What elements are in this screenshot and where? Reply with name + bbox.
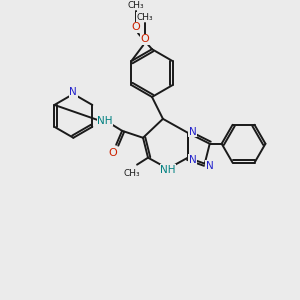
Text: NH: NH bbox=[98, 116, 113, 126]
Text: N: N bbox=[189, 155, 197, 165]
Text: O: O bbox=[141, 34, 150, 44]
Text: CH₃: CH₃ bbox=[137, 13, 154, 22]
Text: N: N bbox=[206, 160, 214, 171]
Text: CH₃: CH₃ bbox=[124, 169, 140, 178]
Text: N: N bbox=[70, 87, 77, 97]
Text: O: O bbox=[109, 148, 118, 158]
Text: O: O bbox=[132, 22, 140, 32]
Text: N: N bbox=[189, 127, 197, 137]
Text: NH: NH bbox=[160, 165, 176, 175]
Text: CH₃: CH₃ bbox=[128, 1, 144, 10]
